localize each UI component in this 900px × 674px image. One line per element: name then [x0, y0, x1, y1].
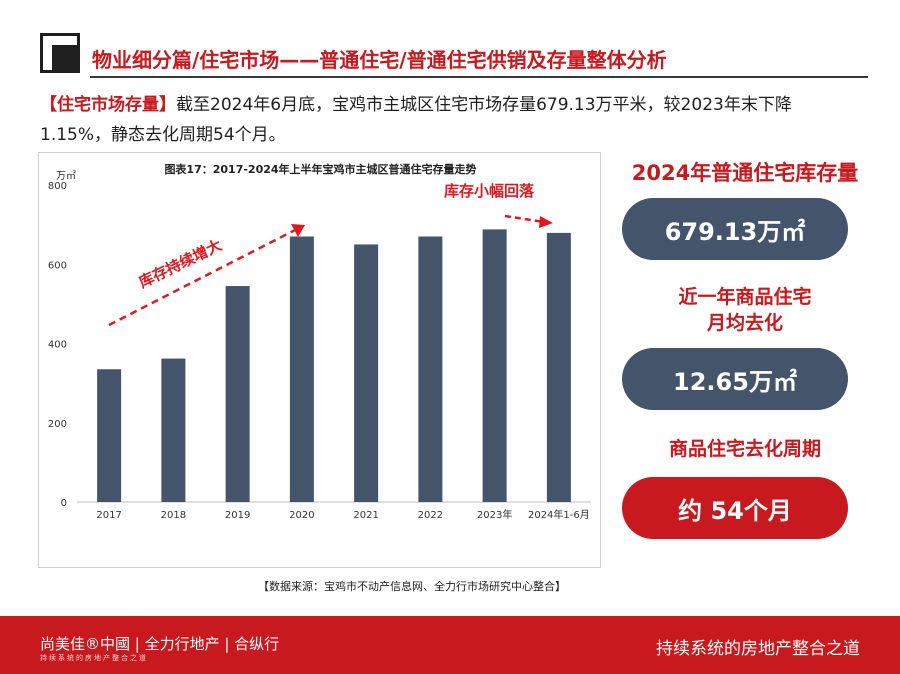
kpi-title-cycle: 商品住宅去化周期 — [668, 438, 821, 460]
x-tick-label: 2022 — [418, 510, 443, 521]
y-unit-label: 万㎡ — [56, 171, 76, 182]
kpi-value-stock: 679.13万㎡ — [622, 198, 848, 260]
x-tick-label: 2021 — [353, 510, 378, 521]
trend-arrow-down — [504, 214, 545, 224]
bar — [482, 229, 507, 502]
intro-paragraph: 【住宅市场存量】截至2024年6月底，宝鸡市主城区住宅市场存量679.13万平米… — [40, 90, 860, 150]
kpi-title-absorption-line1: 近一年商品住宅 — [678, 286, 812, 308]
y-tick-label: 0 — [61, 498, 67, 509]
kpi-value-absorption: 12.65万㎡ — [622, 348, 848, 410]
x-tick-label: 2024年1-6月 — [528, 508, 590, 521]
trend-arrow-up-head — [291, 224, 305, 237]
bar — [354, 244, 379, 502]
x-tick-label: 2017 — [96, 510, 121, 521]
bar — [225, 286, 250, 502]
y-tick-label: 800 — [48, 181, 67, 192]
intro-tag: 【住宅市场存量】 — [40, 95, 176, 115]
kpi-title-absorption-line2: 月均去化 — [706, 312, 783, 334]
trend-arrow-down-head — [539, 216, 553, 228]
kpi-title-stock: 2024年普通住宅库存量 — [631, 161, 859, 185]
header-logo-block — [52, 45, 80, 73]
x-tick-label: 2018 — [161, 510, 186, 521]
bar-chart: 0 200 400 600 800 2017 2018 2019 2020 2021 2022 202… — [48, 181, 591, 521]
bar — [546, 232, 571, 502]
x-tick-label: 2019 — [225, 510, 250, 521]
data-source-note: 【数据来源：宝鸡市不动产信息网、全力行市场研究中心整合】 — [258, 580, 566, 593]
y-tick-label: 200 — [48, 419, 67, 430]
annotation-decline: 库存小幅回落 — [444, 182, 535, 200]
bar — [418, 236, 443, 502]
footer-brand: 尚美佳®中國 | 全力行地产 | 合纵行 — [40, 635, 280, 653]
bar — [161, 358, 186, 502]
intro-text: 截至2024年6月底，宝鸡市主城区住宅市场存量679.13万平米，较2023年末… — [40, 95, 792, 145]
bar — [289, 236, 314, 502]
page-title: 物业细分篇/住宅市场——普通住宅/普通住宅供销及存量整体分析 — [92, 48, 667, 72]
chart-panel: 图表17：2017-2024年上半年宝鸡市主城区普通住宅存量走势 万㎡ 0 200… — [38, 152, 601, 568]
x-tick-label: 2023年 — [477, 508, 512, 521]
y-tick-label: 400 — [48, 340, 67, 351]
bar — [97, 369, 122, 502]
footer-bar: 尚美佳®中國 | 全力行地产 | 合纵行 持续系统的房地产整合之道 持续系统的房… — [0, 616, 900, 674]
kpi-value-cycle: 约 54个月 — [622, 477, 848, 539]
x-tick-label: 2020 — [289, 510, 314, 521]
footer-brand-subtitle: 持续系统的房地产整合之道 — [40, 654, 148, 662]
footer-slogan: 持续系统的房地产整合之道 — [656, 639, 860, 659]
y-tick-label: 600 — [48, 260, 67, 271]
annotation-rising: 库存持续增大 — [136, 236, 225, 292]
kpi-title-absorption: 近一年商品住宅 月均去化 — [620, 284, 870, 336]
chart-title: 图表17：2017-2024年上半年宝鸡市主城区普通住宅存量走势 — [164, 163, 477, 176]
header-divider — [90, 76, 868, 78]
